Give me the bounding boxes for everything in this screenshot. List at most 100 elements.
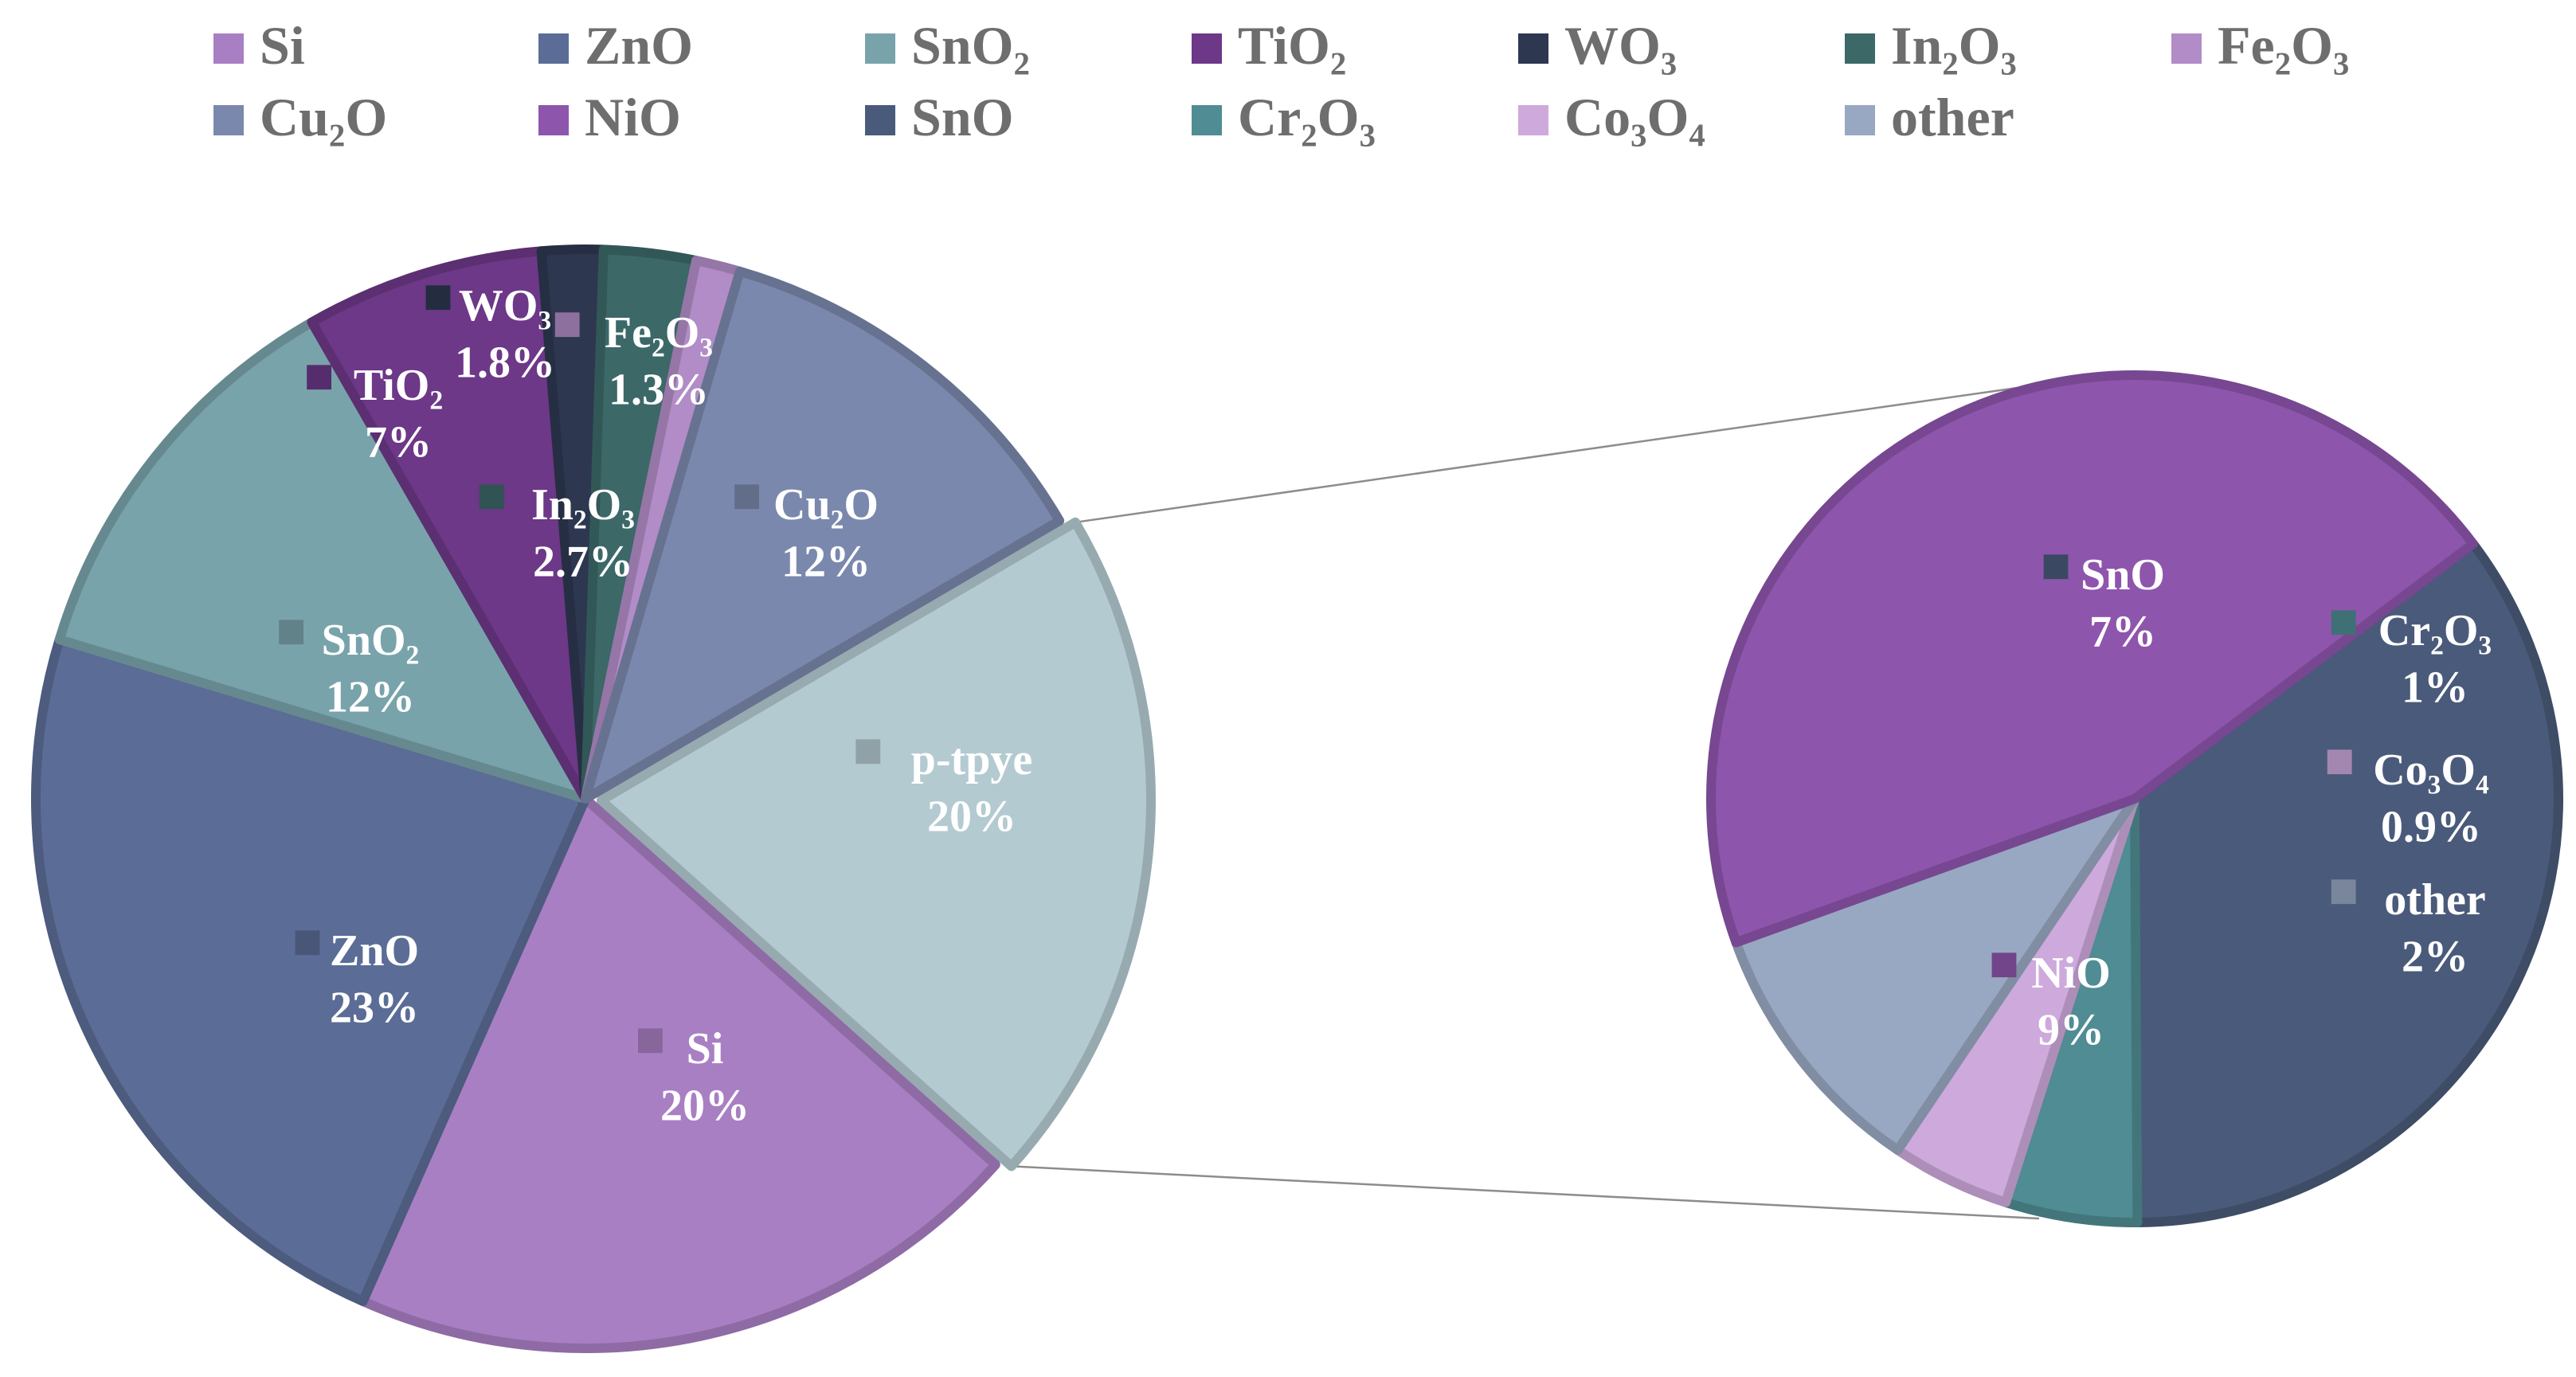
legend-swatch: [1518, 105, 1548, 135]
legend-swatch: [1192, 105, 1222, 135]
label-marker: [2043, 554, 2069, 580]
legend-label: In₂O₃: [1891, 15, 2017, 76]
legend-label: Fe₂O₃: [2218, 15, 2349, 76]
label-category: Fe₂O₃: [605, 308, 713, 358]
legend-item-zno: ZnO: [538, 15, 693, 76]
main-slice-p-type: [596, 517, 1156, 1172]
legend-item-sno: SnO: [865, 87, 1014, 147]
legend-label: Cu₂O: [260, 87, 387, 147]
main-label-in2o3: In₂O₃ 2.7%: [479, 480, 635, 587]
legend-item-nio: NiO: [538, 87, 681, 147]
legend-item-other: other: [1845, 87, 2014, 147]
secondary-label-co3o4: Co₃O₄ 0.9%: [2327, 745, 2489, 852]
label-category: TiO₂: [354, 361, 443, 410]
legend-item-cu2o: Cu₂O: [213, 87, 387, 147]
label-marker: [855, 739, 881, 765]
legend-item-tio2: TiO₂: [1192, 15, 1346, 76]
secondary-label-sno: SnO 7%: [2043, 550, 2165, 657]
label-value: 20%: [660, 1082, 750, 1131]
main-slice-si: [358, 794, 1000, 1353]
label-marker: [2327, 749, 2352, 775]
label-value: 20%: [927, 792, 1016, 842]
legend-swatch: [865, 33, 895, 64]
legend-label: other: [1891, 87, 2014, 147]
label-value: 2%: [2402, 933, 2468, 982]
legend-swatch: [1518, 33, 1548, 64]
label-value: 23%: [330, 984, 419, 1033]
label-category: In₂O₃: [531, 480, 635, 530]
label-category: SnO: [2081, 550, 2165, 600]
legend-swatch: [538, 105, 569, 135]
legend-item-fe2o3: Fe₂O₃: [2171, 15, 2349, 76]
label-marker: [638, 1028, 663, 1054]
label-marker: [2331, 610, 2356, 636]
main-label-si: Si 20%: [638, 1024, 750, 1131]
legend-swatch: [2171, 33, 2202, 64]
connector-top: [1075, 383, 2040, 524]
label-category: Cr₂O₃: [2378, 606, 2492, 655]
label-value: 1.3%: [609, 366, 709, 415]
legend-swatch: [1192, 33, 1222, 64]
main-label-wo3: WO₃ 1.8%: [425, 281, 555, 388]
legend-item-sno2: SnO₂: [865, 15, 1030, 76]
main-pie: [31, 244, 1156, 1353]
legend-swatch: [865, 105, 895, 135]
legend-swatch: [213, 33, 244, 64]
main-slice-tio2: [307, 246, 590, 804]
label-marker: [279, 620, 303, 645]
connector-lines: [1011, 383, 2040, 1220]
legend-swatch: [1845, 33, 1875, 64]
secondary-label-cr2o3: Cr₂O₃ 1%: [2331, 606, 2492, 713]
label-value: 9%: [2038, 1006, 2104, 1055]
legend-label: SnO: [911, 87, 1014, 147]
main-label-zno: ZnO 23%: [295, 926, 419, 1033]
label-value: 12%: [326, 673, 415, 722]
label-marker: [554, 312, 580, 338]
secondary-slice-nio: [1706, 370, 2478, 948]
main-label-cu2o: Cu₂O 12%: [734, 480, 879, 587]
secondary-pie: [1706, 370, 2563, 1227]
label-value: 12%: [781, 538, 871, 587]
label-category: NiO: [2031, 949, 2111, 998]
label-value: 1.8%: [455, 338, 555, 388]
label-marker: [1991, 953, 2017, 978]
label-value: 7%: [2089, 608, 2156, 657]
label-value: 1%: [2402, 663, 2468, 713]
main-label-p-type: p-tpye 20%: [855, 735, 1032, 842]
main-slice-cu2o: [581, 266, 1065, 804]
label-category: SnO₂: [322, 616, 420, 665]
label-category: other: [2384, 875, 2486, 925]
legend-label: ZnO: [585, 15, 693, 76]
label-category: Co₃O₄: [2373, 745, 2489, 795]
legend-item-in2o3: In₂O₃: [1845, 15, 2017, 76]
legend-item-si: Si: [213, 15, 305, 76]
legend-item-wo3: WO₃: [1518, 15, 1677, 76]
legend-item-cr2o3: Cr₂O₃: [1192, 87, 1376, 147]
legend-label: WO₃: [1564, 15, 1677, 76]
label-marker: [479, 484, 504, 510]
secondary-slice-other: [1731, 794, 2139, 1156]
label-value: 2.7%: [533, 538, 633, 587]
legend-item-co3o4: Co₃O₄: [1518, 87, 1705, 147]
legend-swatch: [1845, 105, 1875, 135]
legend-label: Co₃O₄: [1564, 87, 1705, 147]
secondary-label-other: other 2%: [2331, 875, 2486, 982]
label-marker: [734, 484, 759, 510]
legend-label: SnO₂: [911, 15, 1030, 76]
label-category: Si: [687, 1024, 724, 1074]
label-category: Cu₂O: [773, 480, 879, 530]
label-category: WO₃: [459, 281, 551, 331]
label-marker: [2331, 879, 2356, 905]
label-value: 0.9%: [2381, 803, 2481, 852]
data-labels: p-tpye 20% Si 20% ZnO 23% SnO₂ 12% TiO₂ 7% WO₃ 1.8%…: [279, 281, 2492, 1131]
secondary-label-nio: NiO 9%: [1991, 949, 2111, 1055]
connector-bottom: [1011, 1165, 2040, 1220]
main-slice-zno: [31, 634, 590, 1306]
label-marker: [425, 285, 451, 311]
label-category: ZnO: [330, 926, 419, 976]
legend-swatch: [213, 105, 244, 135]
main-label-fe2o3: Fe₂O₃ 1.3%: [554, 308, 713, 415]
label-value: 7%: [365, 418, 432, 467]
